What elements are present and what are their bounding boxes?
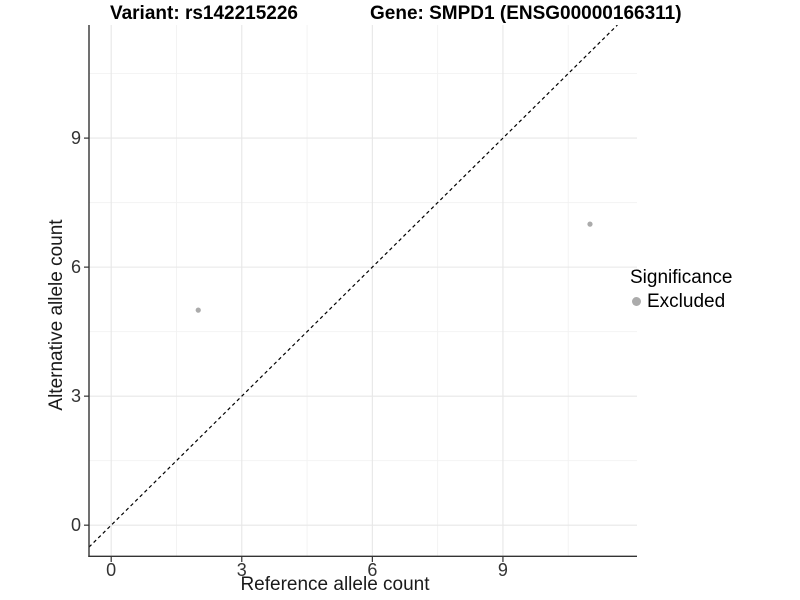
data-point xyxy=(195,307,201,313)
legend-title: Significance xyxy=(630,267,733,288)
legend-item-excluded: Excluded xyxy=(630,290,732,313)
y-tick-label: 9 xyxy=(70,128,81,149)
identity-line xyxy=(88,25,618,548)
legend-item-label: Excluded xyxy=(647,291,726,312)
x-tick-label: 9 xyxy=(497,560,508,580)
y-tick-label: 6 xyxy=(70,257,81,278)
y-tick-label: 0 xyxy=(70,515,81,536)
legend: Significance Excluded xyxy=(630,266,732,313)
x-tick-label: 3 xyxy=(236,560,247,580)
y-tick-label: 3 xyxy=(70,386,81,407)
x-tick-label: 0 xyxy=(106,560,117,580)
y-axis-title: Alternative allele count xyxy=(46,219,67,411)
x-axis-title: Reference allele count xyxy=(240,574,430,595)
legend-point-icon xyxy=(632,297,641,306)
plot-title-variant: Variant: rs142215226 xyxy=(109,3,299,24)
plot-panel xyxy=(84,25,637,562)
plot-title-gene: Gene: SMPD1 (ENSG00000166311) xyxy=(370,3,682,24)
x-tick-label: 6 xyxy=(367,560,378,580)
data-point xyxy=(587,221,593,227)
